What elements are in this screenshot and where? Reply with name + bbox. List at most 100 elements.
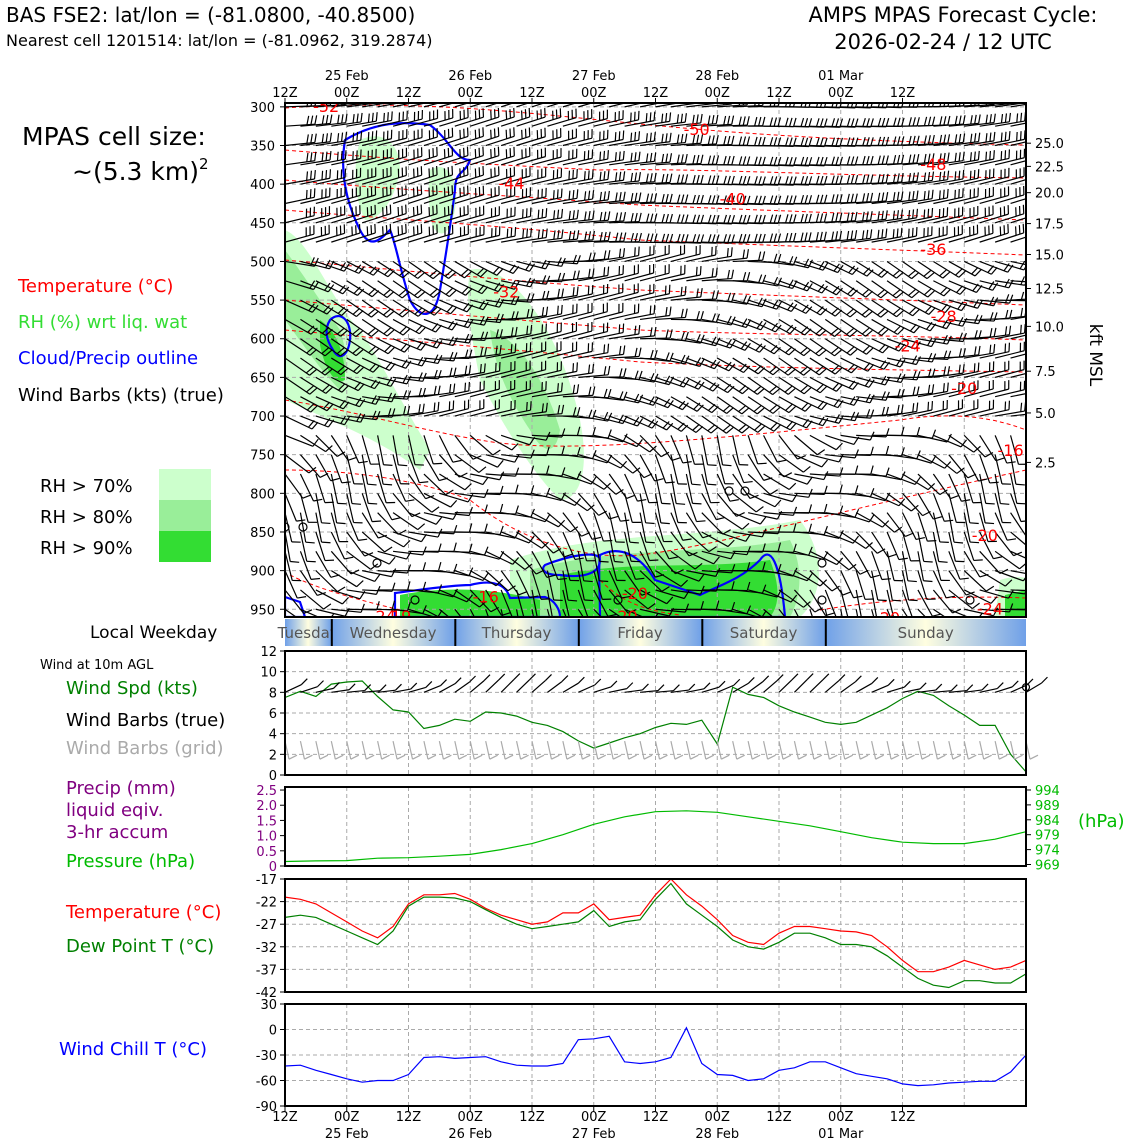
wind-barb [578, 190, 610, 205]
wind-barb [933, 434, 968, 448]
wind-barb [763, 608, 774, 617]
wind-barb [979, 149, 1011, 166]
wind-barb [331, 112, 363, 127]
wind-barb [423, 299, 458, 315]
wind-barb [593, 531, 609, 563]
wind-barb [470, 127, 500, 147]
wind-barb [315, 512, 331, 544]
wind-barb-grid [407, 741, 421, 760]
wind-barb [994, 380, 1026, 398]
wind-barb [640, 193, 673, 205]
wind-barb-true [516, 673, 536, 693]
wind-barb [871, 404, 904, 417]
wind-barb [624, 570, 651, 596]
wind-barb [809, 260, 844, 274]
wind-barb [299, 512, 315, 544]
wind-barb [639, 306, 672, 321]
wind-barb [531, 609, 535, 617]
wind-barb [516, 167, 547, 185]
wind-barb [609, 131, 641, 147]
wind-barb [470, 166, 500, 185]
wind-barb [408, 224, 438, 243]
wind-barb [732, 338, 766, 353]
wind-barb [948, 260, 982, 277]
wind-barb [331, 205, 361, 224]
wind-barb [423, 204, 454, 224]
wind-barb [300, 206, 331, 224]
wind-barb [392, 356, 428, 367]
wind-barb [639, 352, 674, 362]
wind-barb [547, 322, 578, 340]
wind-barb [979, 360, 1010, 378]
wind-barb [346, 531, 374, 557]
wind-barb [609, 347, 642, 359]
kft-tick-label: 20.0 [1035, 187, 1064, 202]
wind-barb-true [377, 683, 402, 693]
wind-barb [300, 338, 333, 357]
wind-barb [593, 103, 611, 108]
wind-barb [531, 229, 564, 243]
wind-barb [547, 303, 578, 321]
wind-barb [901, 512, 925, 541]
wind-barb [516, 402, 548, 417]
wind-barb [948, 299, 983, 309]
wind-barb [763, 415, 797, 431]
wind-barb [917, 170, 950, 185]
wind-barb [609, 172, 642, 185]
wind-barb [392, 166, 423, 185]
wind-barb [763, 376, 796, 395]
wind-barb [392, 185, 423, 205]
wind-barb-grid [901, 741, 915, 760]
wind-barb [330, 318, 364, 338]
weekday-name: Wednesday [350, 624, 437, 642]
wind-barb [624, 454, 653, 479]
wind-barb [593, 433, 628, 443]
wind-barb [902, 153, 935, 166]
wind-barb [315, 131, 348, 147]
wind-barb [593, 248, 626, 263]
wind-barb-grid [330, 741, 344, 760]
y-tick-label: 6 [269, 707, 277, 722]
wind-barb [639, 244, 670, 263]
wind-barb [361, 299, 395, 318]
top-time-tick: 12Z [766, 86, 792, 101]
wind-barb [778, 396, 812, 412]
wind-barb [361, 338, 395, 355]
wind-barb [825, 396, 860, 406]
bottom-time-tick: 00Z [828, 1110, 854, 1125]
top-date-label: 25 Feb [325, 69, 369, 84]
wind-barb [578, 231, 611, 243]
wind-barb-true [979, 682, 1004, 693]
wind-barb [639, 284, 671, 301]
wind-barb [732, 512, 767, 525]
dewpoint-line [284, 882, 1027, 989]
panel-frame [284, 786, 1027, 867]
wind-barb [778, 376, 812, 395]
wind-barb [979, 205, 1010, 224]
wind-barb [654, 493, 670, 525]
wind-barb [917, 473, 948, 496]
wind-barb [763, 473, 797, 490]
wind-barb [346, 570, 381, 582]
wind-barb [439, 567, 474, 577]
legend-temperature: Temperature (°C) [17, 276, 173, 297]
wind-barb [701, 415, 734, 434]
wind-barb [1025, 570, 1026, 572]
wind-barb [346, 512, 368, 541]
wind-barb [747, 357, 781, 376]
wind-barb [995, 130, 1026, 147]
wind-barb [917, 570, 936, 600]
wind-barb [886, 492, 919, 512]
wind-barb [346, 395, 381, 405]
wind-barb [578, 343, 610, 359]
wind-barb [1025, 493, 1026, 495]
wind-barb [964, 131, 996, 147]
wind-barb [500, 167, 531, 185]
wind-barb [485, 609, 489, 617]
cycle-title: AMPS MPAS Forecast Cycle: [809, 3, 1098, 27]
isotherm-line [819, 596, 1026, 611]
wind-barb [500, 187, 531, 205]
wind-barb [516, 187, 547, 205]
cloud-outline [325, 315, 352, 358]
wind-barb [701, 115, 735, 127]
